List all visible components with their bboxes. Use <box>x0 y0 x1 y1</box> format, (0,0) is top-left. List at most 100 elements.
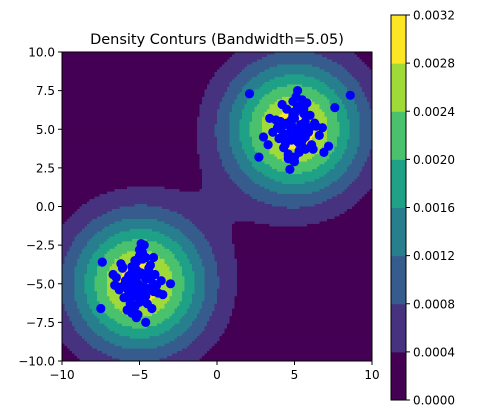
contour-cell <box>89 351 93 355</box>
contour-cell <box>82 271 86 275</box>
contour-cell <box>79 266 83 270</box>
contour-cell <box>69 246 73 250</box>
contour-cell <box>87 233 91 237</box>
contour-cell <box>84 196 88 200</box>
contour-cell <box>74 116 78 120</box>
contour-cell <box>67 129 71 133</box>
contour-cell <box>84 141 88 145</box>
contour-cell <box>64 208 68 213</box>
contour-cell <box>67 96 71 100</box>
contour-cell <box>87 251 91 255</box>
contour-cell <box>72 266 76 270</box>
contour-cell <box>97 99 101 103</box>
contour-cell <box>97 59 101 63</box>
contour-cell <box>84 164 88 168</box>
contour-cell <box>84 124 88 128</box>
contour-cell <box>79 134 83 138</box>
contour-cell <box>89 306 93 310</box>
contour-cell <box>82 52 86 56</box>
contour-cell <box>87 129 91 133</box>
contour-cell <box>87 253 91 257</box>
contour-cell <box>82 208 86 213</box>
contour-cell <box>64 313 68 317</box>
contour-cell <box>87 303 91 307</box>
contour-cell <box>77 74 81 78</box>
contour-cell <box>87 273 91 277</box>
contour-cell <box>64 126 68 130</box>
contour-cell <box>82 343 86 347</box>
contour-cell <box>62 221 66 225</box>
contour-cell <box>84 213 88 218</box>
contour-cell <box>74 351 78 355</box>
contour-cell <box>79 348 83 352</box>
contour-cell <box>64 308 68 312</box>
contour-cell <box>79 154 83 158</box>
contour-cell <box>77 181 81 185</box>
contour-cell <box>84 326 88 330</box>
contour-cell <box>77 156 81 160</box>
contour-cell <box>84 174 88 178</box>
contour-cell <box>94 181 98 185</box>
contour-cell <box>64 116 68 120</box>
contour-cell <box>82 71 86 76</box>
contour-cell <box>72 106 76 110</box>
contour-cell <box>67 358 71 361</box>
contour-cell <box>92 164 96 168</box>
contour-cell <box>67 169 71 173</box>
contour-cell <box>84 236 88 240</box>
contour-cell <box>64 293 68 297</box>
contour-cell <box>67 176 71 180</box>
contour-cell <box>69 99 73 103</box>
contour-cell <box>94 96 98 100</box>
contour-cell <box>89 106 93 110</box>
contour-cell <box>92 176 96 180</box>
contour-cell <box>92 79 96 83</box>
contour-cell <box>62 298 66 302</box>
contour-cell <box>94 208 98 213</box>
contour-cell <box>67 266 71 270</box>
contour-cell <box>72 206 76 210</box>
contour-cell <box>74 141 78 145</box>
contour-cell <box>77 341 81 345</box>
contour-cell <box>92 191 96 195</box>
contour-cell <box>84 343 88 347</box>
contour-cell <box>77 151 81 155</box>
contour-cell <box>89 291 93 295</box>
contour-cell <box>64 52 68 56</box>
contour-cell <box>74 266 78 270</box>
contour-cell <box>62 336 66 340</box>
contour-cell <box>64 151 68 155</box>
contour-cell <box>74 303 78 307</box>
contour-cell <box>84 184 88 188</box>
contour-cell <box>72 358 76 361</box>
contour-cell <box>82 201 86 205</box>
contour-cell <box>89 119 93 123</box>
contour-cell <box>62 151 66 155</box>
contour-cell <box>94 204 98 208</box>
contour-cell <box>87 283 91 287</box>
contour-cell <box>74 91 78 95</box>
contour-cell <box>64 281 68 285</box>
contour-cell <box>67 341 71 345</box>
contour-cell <box>89 213 93 218</box>
contour-cell <box>84 278 88 282</box>
contour-cell <box>77 99 81 103</box>
contour-cell <box>69 218 73 223</box>
contour-cell <box>92 159 96 163</box>
contour-cell <box>74 154 78 158</box>
contour-cell <box>62 211 66 215</box>
contour-cell <box>97 124 101 128</box>
contour-cell <box>89 171 93 175</box>
contour-cell <box>89 129 93 133</box>
contour-cell <box>62 191 66 195</box>
contour-cell <box>62 341 66 345</box>
contour-cell <box>89 166 93 170</box>
contour-cell <box>67 189 71 193</box>
contour-cell <box>84 316 88 320</box>
contour-cell <box>92 241 96 245</box>
contour-cell <box>74 81 78 85</box>
contour-cell <box>64 228 68 233</box>
contour-cell <box>77 171 81 175</box>
contour-cell <box>64 174 68 178</box>
